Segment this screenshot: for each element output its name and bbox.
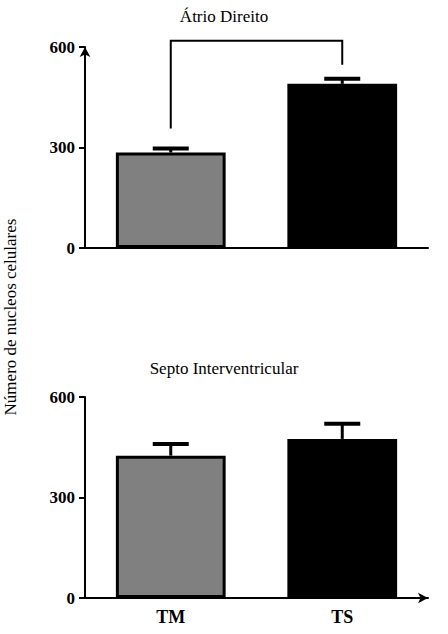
svg-text:300: 300 — [50, 138, 76, 157]
svg-text:600: 600 — [50, 38, 76, 57]
svg-text:0: 0 — [67, 589, 76, 608]
svg-text:0: 0 — [67, 239, 76, 258]
svg-text:TM: TM — [156, 607, 185, 627]
svg-text:TS: TS — [331, 607, 353, 627]
svg-text:300: 300 — [50, 488, 76, 507]
svg-text:Átrio Direito: Átrio Direito — [180, 7, 268, 26]
svg-text:Septo Interventricular: Septo Interventricular — [150, 359, 299, 378]
svg-text:Número de nucleos celulares: Número de nucleos celulares — [1, 219, 20, 416]
svg-text:600: 600 — [50, 388, 76, 407]
